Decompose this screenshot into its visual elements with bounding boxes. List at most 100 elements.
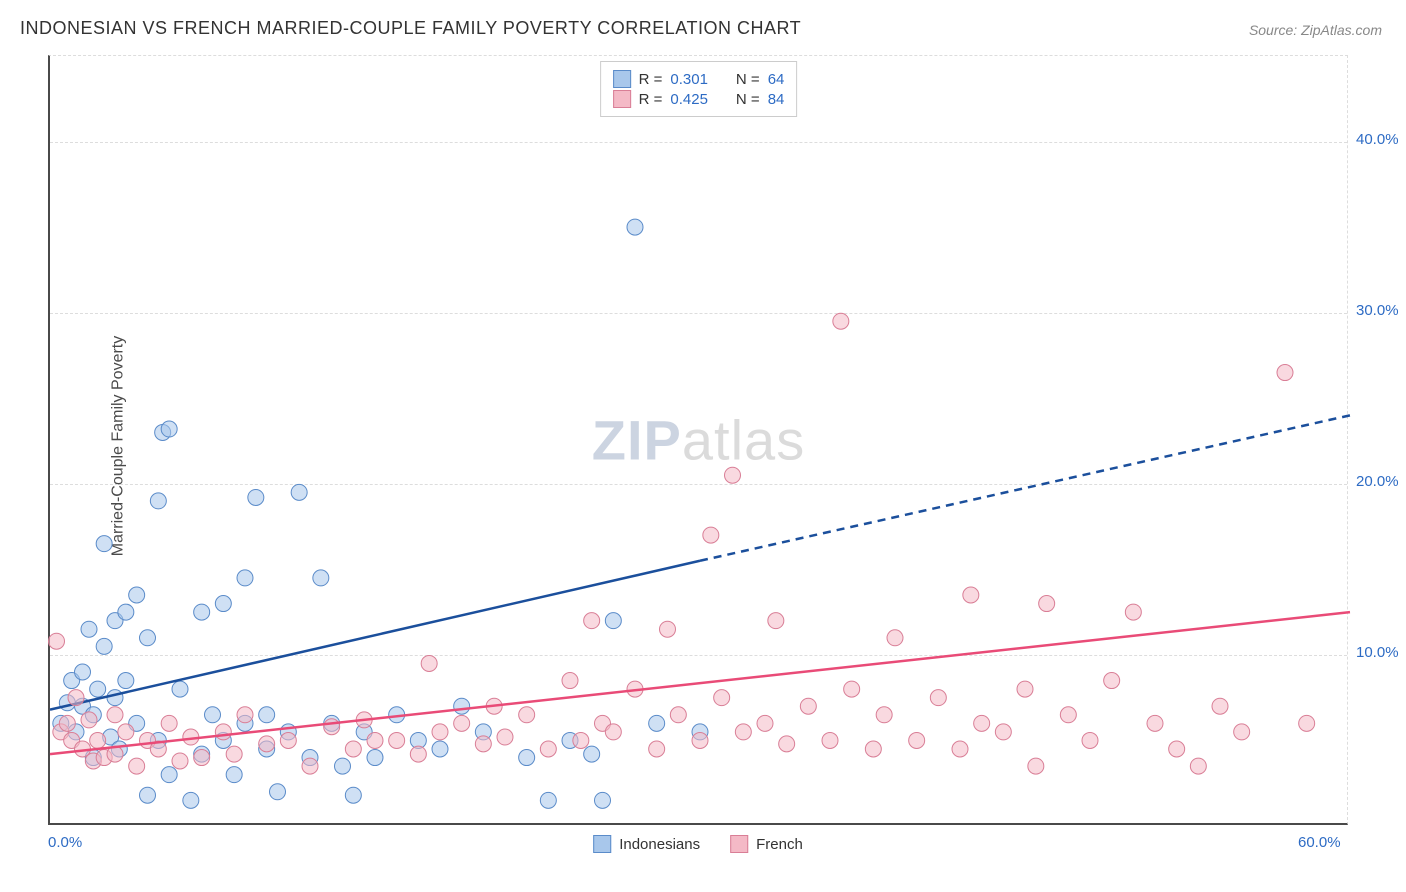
y-tick-label: 30.0% xyxy=(1356,302,1406,319)
scatter-point xyxy=(129,758,145,774)
scatter-point xyxy=(248,489,264,505)
scatter-point xyxy=(161,715,177,731)
y-tick-label: 10.0% xyxy=(1356,644,1406,661)
scatter-point xyxy=(1147,715,1163,731)
scatter-point xyxy=(1125,604,1141,620)
scatter-point xyxy=(649,741,665,757)
scatter-point xyxy=(81,712,97,728)
scatter-point xyxy=(432,741,448,757)
scatter-point xyxy=(107,707,123,723)
scatter-point xyxy=(822,732,838,748)
legend-swatch xyxy=(730,835,748,853)
legend-swatch xyxy=(613,70,631,88)
scatter-point xyxy=(172,753,188,769)
scatter-point xyxy=(291,484,307,500)
scatter-point xyxy=(995,724,1011,740)
scatter-point xyxy=(1234,724,1250,740)
scatter-point xyxy=(725,467,741,483)
scatter-point xyxy=(584,613,600,629)
n-value: 84 xyxy=(768,91,785,108)
scatter-point xyxy=(345,787,361,803)
scatter-point xyxy=(215,596,231,612)
legend-series-item: French xyxy=(730,835,803,853)
scatter-point xyxy=(692,732,708,748)
scatter-point xyxy=(584,746,600,762)
scatter-svg xyxy=(50,56,1347,823)
scatter-point xyxy=(226,746,242,762)
scatter-point xyxy=(768,613,784,629)
scatter-point xyxy=(1277,365,1293,381)
scatter-point xyxy=(605,724,621,740)
trend-line-dash xyxy=(700,415,1350,560)
scatter-point xyxy=(865,741,881,757)
scatter-point xyxy=(930,690,946,706)
scatter-point xyxy=(454,715,470,731)
scatter-point xyxy=(1082,732,1098,748)
scatter-point xyxy=(259,736,275,752)
scatter-point xyxy=(194,750,210,766)
scatter-point xyxy=(389,732,405,748)
legend-stats: R =0.301N =64R =0.425N =84 xyxy=(600,61,798,117)
scatter-point xyxy=(1190,758,1206,774)
legend-stat-row: R =0.301N =64 xyxy=(613,70,785,88)
scatter-point xyxy=(627,219,643,235)
scatter-point xyxy=(844,681,860,697)
scatter-point xyxy=(660,621,676,637)
scatter-point xyxy=(345,741,361,757)
scatter-point xyxy=(1060,707,1076,723)
scatter-point xyxy=(81,621,97,637)
scatter-point xyxy=(59,715,75,731)
scatter-point xyxy=(172,681,188,697)
scatter-point xyxy=(49,633,65,649)
scatter-point xyxy=(887,630,903,646)
r-value: 0.301 xyxy=(670,71,708,88)
scatter-point xyxy=(573,732,589,748)
scatter-point xyxy=(735,724,751,740)
r-label: R = xyxy=(639,71,663,88)
scatter-point xyxy=(963,587,979,603)
scatter-point xyxy=(161,767,177,783)
scatter-point xyxy=(540,792,556,808)
scatter-point xyxy=(96,638,112,654)
x-tick-label: 0.0% xyxy=(48,834,82,851)
scatter-point xyxy=(324,719,340,735)
legend-series-label: French xyxy=(756,836,803,853)
legend-series-label: Indonesians xyxy=(619,836,700,853)
scatter-point xyxy=(68,690,84,706)
scatter-point xyxy=(215,724,231,740)
scatter-point xyxy=(118,673,134,689)
legend-swatch xyxy=(593,835,611,853)
scatter-point xyxy=(519,707,535,723)
legend-swatch xyxy=(613,90,631,108)
scatter-point xyxy=(237,707,253,723)
scatter-point xyxy=(129,587,145,603)
scatter-point xyxy=(703,527,719,543)
scatter-point xyxy=(1299,715,1315,731)
source-label: Source: ZipAtlas.com xyxy=(1249,22,1382,38)
scatter-point xyxy=(649,715,665,731)
scatter-point xyxy=(800,698,816,714)
scatter-point xyxy=(670,707,686,723)
scatter-point xyxy=(1212,698,1228,714)
legend-stat-row: R =0.425N =84 xyxy=(613,90,785,108)
scatter-point xyxy=(562,673,578,689)
scatter-point xyxy=(475,736,491,752)
scatter-point xyxy=(519,750,535,766)
scatter-point xyxy=(454,698,470,714)
legend-series-item: Indonesians xyxy=(593,835,700,853)
scatter-point xyxy=(540,741,556,757)
scatter-point xyxy=(974,715,990,731)
scatter-point xyxy=(876,707,892,723)
scatter-point xyxy=(779,736,795,752)
scatter-point xyxy=(497,729,513,745)
scatter-point xyxy=(1104,673,1120,689)
scatter-point xyxy=(410,746,426,762)
scatter-point xyxy=(757,715,773,731)
n-value: 64 xyxy=(768,71,785,88)
scatter-point xyxy=(183,792,199,808)
scatter-point xyxy=(1017,681,1033,697)
n-label: N = xyxy=(736,91,760,108)
scatter-point xyxy=(226,767,242,783)
scatter-point xyxy=(96,536,112,552)
scatter-point xyxy=(107,690,123,706)
